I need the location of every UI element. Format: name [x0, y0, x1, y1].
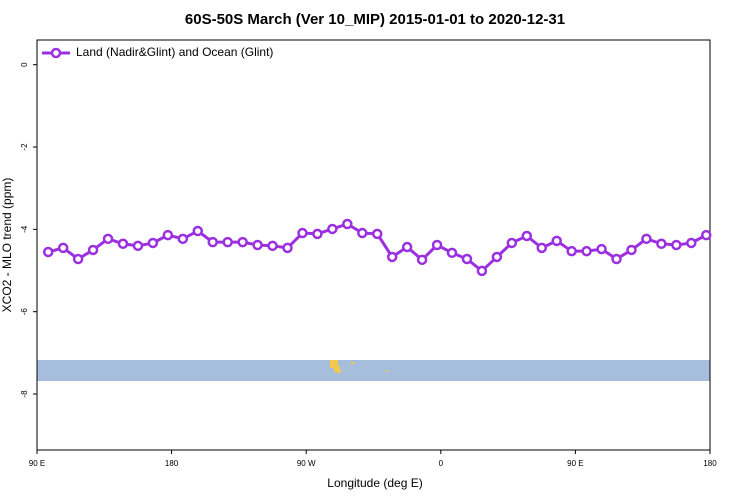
point [42, 246, 54, 258]
point [656, 238, 667, 250]
y-axis-label: XCO2 - MLO trend (ppm) [0, 178, 14, 313]
point [357, 227, 368, 239]
point [536, 242, 547, 254]
point [252, 239, 263, 251]
point [641, 233, 652, 245]
point [401, 241, 413, 253]
point [177, 233, 189, 245]
point [416, 254, 428, 266]
x-tick-label: 90 E [567, 459, 583, 468]
point [102, 233, 114, 245]
point [461, 253, 473, 265]
point [371, 228, 383, 240]
point [132, 240, 144, 252]
x-tick-label: 0 [439, 459, 444, 468]
land-patches [330, 360, 388, 373]
point [87, 244, 99, 256]
y-tick-label: -6 [20, 308, 29, 316]
point [147, 237, 159, 249]
point [566, 245, 577, 257]
point [237, 236, 248, 248]
point [282, 242, 293, 254]
point [207, 236, 218, 248]
x-tick-label: 90 W [297, 459, 316, 468]
point [611, 253, 622, 265]
point [686, 237, 697, 249]
plot-frame [36, 39, 711, 451]
y-tick-label: -8 [20, 390, 29, 398]
point [192, 225, 204, 237]
point [72, 253, 84, 265]
x-axis-label: Longitude (deg E) [327, 476, 422, 490]
point [506, 237, 518, 249]
point [312, 228, 323, 240]
y-tick-label: 0 [20, 62, 29, 67]
x-tick-label: 180 [165, 459, 179, 468]
point [596, 243, 607, 255]
chart-title: 60S-50S March (Ver 10_MIP) 2015-01-01 to… [185, 11, 565, 28]
point [446, 247, 458, 259]
point [386, 251, 398, 263]
point [476, 265, 488, 277]
x-tick-label: 90 E [29, 459, 45, 468]
point [491, 251, 503, 263]
legend-marker [50, 47, 62, 59]
point [327, 223, 338, 235]
point [297, 227, 308, 239]
point [162, 229, 174, 241]
point [117, 238, 129, 250]
point [581, 245, 592, 257]
map-strip [37, 360, 710, 381]
legend: Land (Nadir&Glint) and Ocean (Glint) [42, 45, 273, 59]
point [267, 240, 278, 252]
y-tick-label: -2 [20, 143, 29, 151]
point [551, 235, 562, 247]
point [222, 236, 233, 248]
legend-label: Land (Nadir&Glint) and Ocean (Glint) [76, 45, 273, 59]
point [521, 230, 533, 242]
point [342, 218, 353, 230]
x-tick-label: 180 [703, 459, 717, 468]
point [671, 239, 682, 251]
point [701, 229, 712, 241]
point [626, 244, 637, 256]
point [431, 239, 443, 251]
point [57, 242, 69, 254]
y-tick-label: -4 [20, 225, 29, 233]
